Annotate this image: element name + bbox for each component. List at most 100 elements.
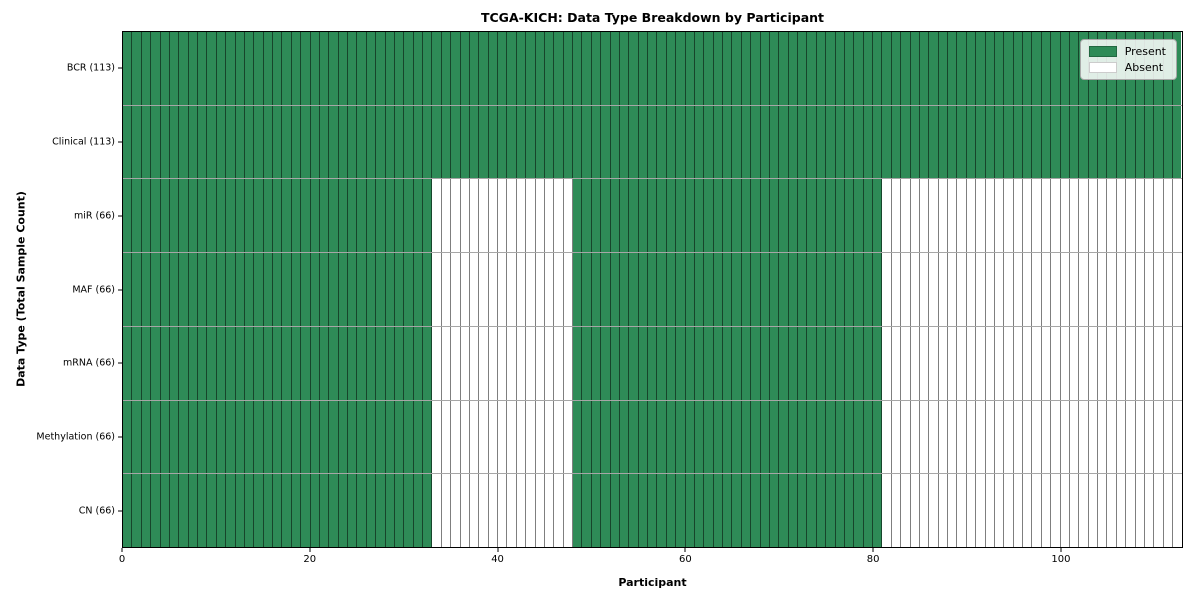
heatmap-cell [788, 326, 798, 400]
heatmap-cell [554, 400, 564, 474]
heatmap-cell [891, 32, 902, 105]
heatmap-cell [919, 253, 930, 326]
heatmap-cell [685, 105, 695, 179]
heatmap-cell [1088, 179, 1098, 253]
heatmap-cell [910, 253, 920, 326]
heatmap-cell [1051, 474, 1061, 548]
heatmap-cell [798, 32, 808, 105]
heatmap-cell [854, 474, 864, 548]
heatmap-row-maf [123, 253, 1182, 327]
heatmap-cell [413, 400, 423, 474]
heatmap-cell [1154, 179, 1164, 253]
heatmap-cell [244, 179, 255, 253]
heatmap-cell [732, 474, 742, 548]
heatmap-cell [751, 105, 761, 179]
heatmap-cell [751, 253, 761, 326]
heatmap-cell [666, 105, 677, 179]
heatmap-cell [366, 179, 377, 253]
heatmap-cell [694, 105, 705, 179]
heatmap-cell [591, 179, 602, 253]
heatmap-cell [329, 400, 339, 474]
heatmap-cell [629, 253, 639, 326]
heatmap-cell [629, 32, 639, 105]
heatmap-cell [488, 474, 498, 548]
y-tick-label: Clinical (113) [52, 136, 115, 148]
heatmap-cell [507, 253, 517, 326]
heatmap-cell [516, 32, 527, 105]
heatmap-cell [263, 474, 273, 548]
heatmap-cell [582, 179, 592, 253]
heatmap-rows [123, 32, 1182, 548]
y-tick-mark [118, 215, 122, 217]
heatmap-cell [273, 400, 283, 474]
heatmap-cell [882, 253, 892, 326]
heatmap-row-methylation [123, 400, 1182, 475]
heatmap-cell [835, 400, 845, 474]
legend-absent-label: Absent [1124, 61, 1164, 74]
heatmap-cell [357, 326, 367, 400]
heatmap-cell [423, 400, 433, 474]
heatmap-cell [1023, 326, 1033, 400]
heatmap-cell [854, 326, 864, 400]
heatmap-cell [1154, 253, 1164, 326]
heatmap-cell [479, 400, 489, 474]
heatmap-cell [910, 179, 920, 253]
heatmap-cell [554, 326, 564, 400]
heatmap-cell [338, 32, 348, 105]
heatmap-cell [516, 253, 527, 326]
heatmap-cell [441, 105, 452, 179]
y-axis: BCR (113) Clinical (113) miR (66) MAF (66) m… [0, 31, 122, 548]
heatmap-cell [994, 179, 1005, 253]
heatmap-cell [610, 105, 620, 179]
heatmap-cell [816, 253, 827, 326]
heatmap-cell [244, 32, 255, 105]
heatmap-cell [544, 400, 555, 474]
heatmap-cell [676, 253, 686, 326]
heatmap-cell [948, 179, 958, 253]
heatmap-cell [498, 32, 508, 105]
heatmap-cell [1116, 253, 1127, 326]
heatmap-cell [254, 400, 264, 474]
y-tick-mark [118, 436, 122, 438]
heatmap-cell [826, 326, 836, 400]
heatmap-cell [957, 400, 967, 474]
heatmap-cell [863, 326, 873, 400]
heatmap-cell [141, 105, 152, 179]
heatmap-cell [291, 105, 302, 179]
heatmap-cell [310, 474, 320, 548]
heatmap-cell [282, 326, 292, 400]
x-tick-label: 80 [866, 554, 880, 565]
heatmap-cell [788, 105, 798, 179]
heatmap-cell [910, 474, 920, 548]
heatmap-cell [1079, 105, 1089, 179]
heatmap-cell [488, 32, 498, 105]
heatmap-cell [1163, 474, 1173, 548]
heatmap-cell [507, 326, 517, 400]
heatmap-cell [901, 179, 911, 253]
heatmap-cell [685, 474, 695, 548]
heatmap-cell [404, 326, 414, 400]
heatmap-cell [723, 400, 733, 474]
heatmap-cell [957, 105, 967, 179]
heatmap-cell [591, 474, 602, 548]
heatmap-cell [1144, 326, 1155, 400]
heatmap-cell [1088, 105, 1098, 179]
heatmap-cell [854, 253, 864, 326]
heatmap-cell [141, 326, 152, 400]
heatmap-cell [498, 474, 508, 548]
heatmap-cell [826, 32, 836, 105]
heatmap-cell [282, 105, 292, 179]
heatmap-cell [741, 105, 752, 179]
heatmap-cell [432, 32, 442, 105]
heatmap-cell [310, 326, 320, 400]
heatmap-cell [938, 32, 948, 105]
heatmap-cell [469, 253, 480, 326]
heatmap-cell [469, 474, 480, 548]
heatmap-cell [563, 32, 573, 105]
heatmap-cell [451, 105, 461, 179]
heatmap-cell [319, 253, 330, 326]
heatmap-cell [207, 400, 217, 474]
heatmap-cell [310, 179, 320, 253]
heatmap-cell [619, 32, 630, 105]
heatmap-cell [441, 474, 452, 548]
